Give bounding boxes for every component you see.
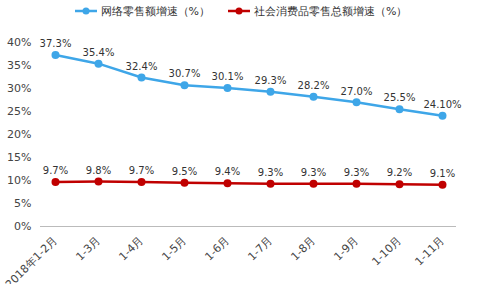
svg-text:28.2%: 28.2% [298, 80, 330, 91]
svg-text:27.0%: 27.0% [341, 86, 373, 97]
svg-text:35.4%: 35.4% [83, 47, 115, 58]
svg-text:1-4月: 1-4月 [116, 234, 146, 264]
svg-text:30%: 30% [7, 82, 31, 95]
html-text:网络零售额增速（%）: 网络零售额增速（%） [100, 4, 210, 18]
svg-text:9.2%: 9.2% [387, 167, 412, 178]
svg-text:9.4%: 9.4% [215, 166, 240, 177]
svg-text:25%: 25% [7, 105, 31, 118]
svg-text:35%: 35% [7, 59, 31, 72]
svg-text:1-5月: 1-5月 [159, 234, 189, 264]
svg-text:5%: 5% [14, 197, 31, 210]
svg-text:1-10月: 1-10月 [369, 234, 404, 269]
svg-text:1-3月: 1-3月 [73, 234, 103, 264]
svg-text:37.3%: 37.3% [40, 38, 72, 49]
svg-text:9.7%: 9.7% [43, 165, 68, 176]
svg-text:9.8%: 9.8% [86, 165, 111, 176]
html-text:社会消费品零售总额增速（%）: 社会消费品零售总额增速（%） [254, 4, 408, 18]
svg-text:1-9月: 1-9月 [331, 234, 361, 264]
svg-text:24.10%: 24.10% [423, 99, 461, 110]
svg-text:25.5%: 25.5% [384, 92, 416, 103]
svg-text:0%: 0% [14, 220, 31, 233]
svg-text:1-8月: 1-8月 [288, 234, 318, 264]
svg-text:9.1%: 9.1% [430, 168, 455, 179]
svg-text:1-11月: 1-11月 [412, 234, 447, 269]
svg-text:32.4%: 32.4% [126, 61, 158, 72]
svg-text:30.1%: 30.1% [212, 71, 244, 82]
svg-text:1-7月: 1-7月 [245, 234, 275, 264]
svg-text:9.3%: 9.3% [344, 167, 369, 178]
svg-text:10%: 10% [7, 174, 31, 187]
svg-text:9.7%: 9.7% [129, 165, 154, 176]
svg-text:9.3%: 9.3% [258, 167, 283, 178]
svg-text:20%: 20% [7, 128, 31, 141]
svg-text:9.5%: 9.5% [172, 166, 197, 177]
svg-text:29.3%: 29.3% [255, 75, 287, 86]
svg-text:9.3%: 9.3% [301, 167, 326, 178]
svg-text:1-6月: 1-6月 [202, 234, 232, 264]
svg-text:30.7%: 30.7% [169, 68, 201, 79]
svg-text:40%: 40% [7, 36, 31, 49]
svg-text:15%: 15% [7, 151, 31, 164]
svg-text:2018年1-2月: 2018年1-2月 [3, 234, 60, 284]
